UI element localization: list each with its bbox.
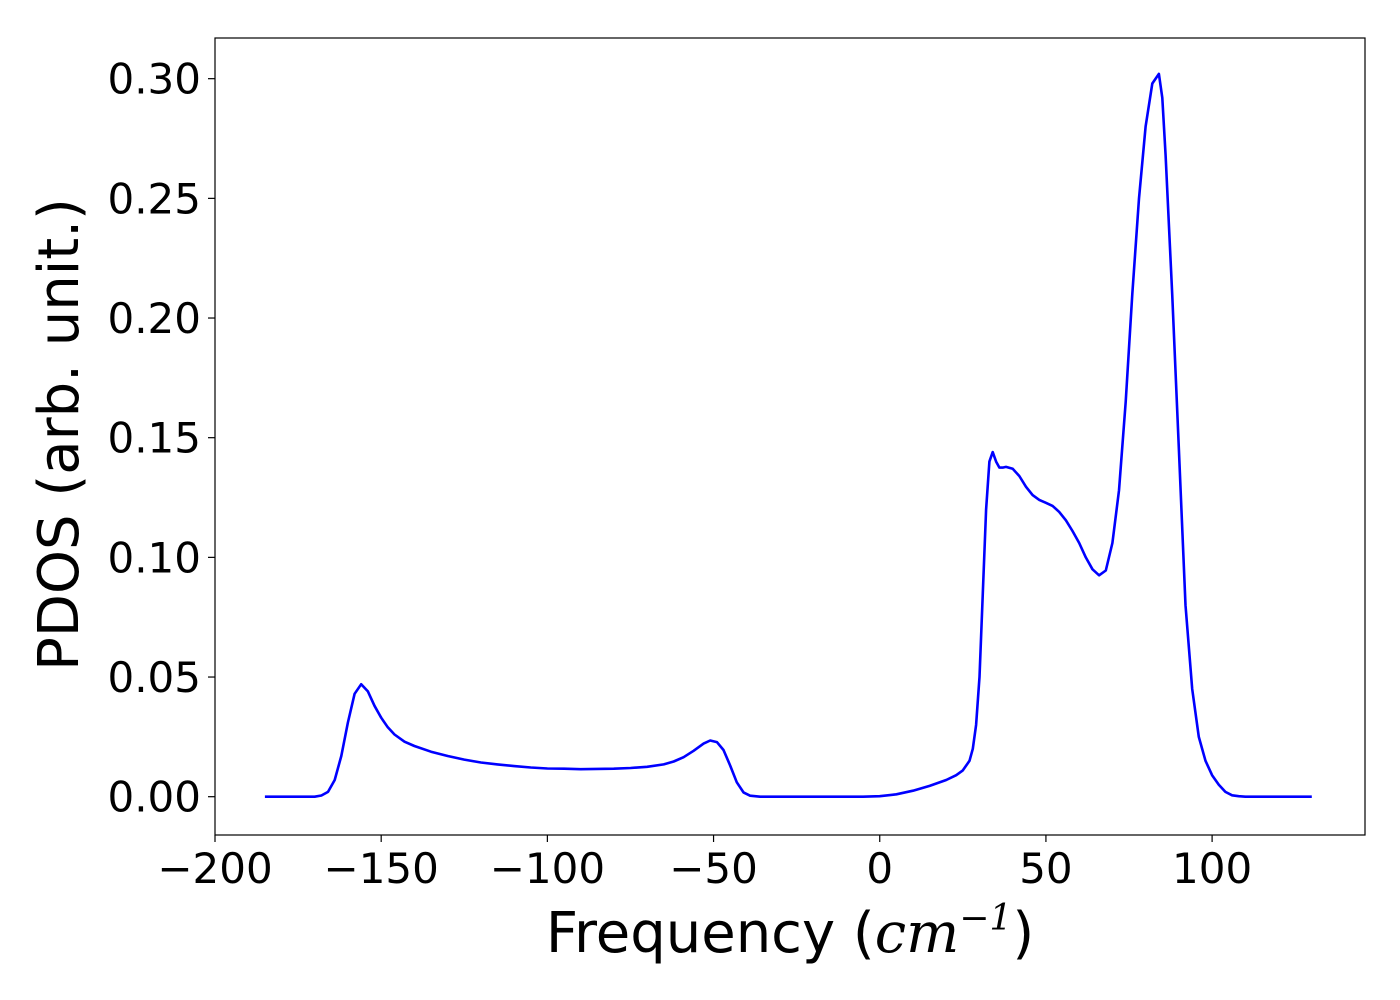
pdos-series-line bbox=[264, 72, 1312, 798]
plot-layer bbox=[264, 72, 1312, 798]
x-tick-label: 100 bbox=[1172, 844, 1252, 893]
plot-frame bbox=[214, 37, 1366, 836]
y-tick-label: 0.05 bbox=[107, 653, 201, 702]
x-tick-label: 0 bbox=[866, 844, 893, 893]
y-tick-label: 0.10 bbox=[107, 533, 201, 582]
y-tick-label: 0.00 bbox=[107, 773, 201, 822]
x-tick-label: 50 bbox=[1019, 844, 1072, 893]
x-axis: −200 −150 −100 −50 0 50 100 bbox=[157, 835, 1252, 893]
y-tick-label: 0.20 bbox=[107, 294, 201, 343]
y-axis: 0.00 0.05 0.10 0.15 0.20 0.25 0.30 bbox=[107, 55, 215, 822]
x-tick-label: −150 bbox=[324, 844, 439, 893]
x-axis-label: Frequency (cm−1) bbox=[546, 898, 1034, 966]
y-axis-label: PDOS (arb. unit.) bbox=[27, 198, 92, 671]
y-tick-label: 0.25 bbox=[107, 174, 201, 223]
x-tick-label: −200 bbox=[157, 844, 272, 893]
x-tick-label: −50 bbox=[669, 844, 758, 893]
y-tick-label: 0.15 bbox=[107, 414, 201, 463]
y-tick-label: 0.30 bbox=[107, 55, 201, 104]
x-tick-label: −100 bbox=[490, 844, 605, 893]
